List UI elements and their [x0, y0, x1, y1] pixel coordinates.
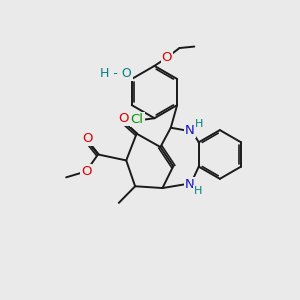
Text: O: O	[81, 165, 91, 178]
Text: N: N	[185, 124, 195, 136]
Text: O: O	[162, 51, 172, 64]
Text: H - O: H - O	[100, 67, 132, 80]
Text: H: H	[194, 186, 202, 196]
Text: O: O	[118, 112, 128, 125]
Text: O: O	[82, 132, 93, 145]
Text: Cl: Cl	[131, 113, 144, 126]
Text: H: H	[195, 119, 203, 129]
Text: N: N	[185, 178, 194, 191]
